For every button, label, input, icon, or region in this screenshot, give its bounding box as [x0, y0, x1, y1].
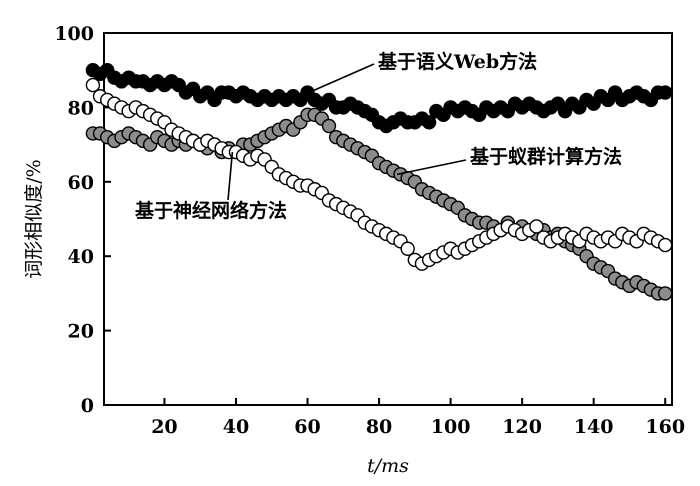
- annotation-label: 基于语义Web方法: [377, 50, 537, 73]
- series-0: [85, 62, 673, 134]
- y-tick-label: 40: [68, 246, 94, 268]
- x-axis: 20 40 60 80 100 120 140 160: [151, 398, 685, 438]
- x-tick-label: 120: [502, 416, 542, 438]
- data-point: [321, 118, 337, 134]
- annotation-label: 基于蚁群计算方法: [469, 145, 622, 168]
- x-tick-label: 20: [151, 416, 177, 438]
- data-point: [85, 77, 101, 93]
- y-tick-label: 100: [54, 23, 94, 45]
- x-tick-label: 80: [366, 416, 392, 438]
- data-point: [529, 219, 544, 234]
- x-tick-label: 160: [645, 416, 685, 438]
- series-layer: [85, 62, 673, 301]
- annotation-label: 基于神经网络方法: [134, 199, 287, 222]
- plot-frame: [103, 32, 673, 406]
- y-tick-label: 20: [68, 321, 94, 343]
- annotation-leader-line: [227, 151, 234, 201]
- x-tick-label: 40: [223, 416, 249, 438]
- annotation-leader-line: [396, 159, 467, 176]
- x-tick-label: 100: [431, 416, 471, 438]
- y-tick-label: 0: [81, 395, 94, 417]
- y-tick-label: 80: [68, 97, 94, 119]
- y-axis: 0 20 40 60 80 100: [54, 23, 111, 417]
- data-point: [658, 286, 673, 301]
- data-point: [658, 85, 673, 100]
- y-tick-label: 60: [68, 172, 94, 194]
- data-point: [400, 241, 415, 256]
- series-2: [85, 77, 673, 271]
- x-tick-label: 60: [294, 416, 320, 438]
- data-point: [658, 237, 673, 253]
- x-tick-label: 140: [574, 416, 614, 438]
- data-point: [421, 115, 437, 130]
- annotation-leader-line: [300, 63, 375, 97]
- y-axis-title: 词形相似度/%: [23, 159, 45, 278]
- x-axis-title: t/ms: [367, 455, 409, 477]
